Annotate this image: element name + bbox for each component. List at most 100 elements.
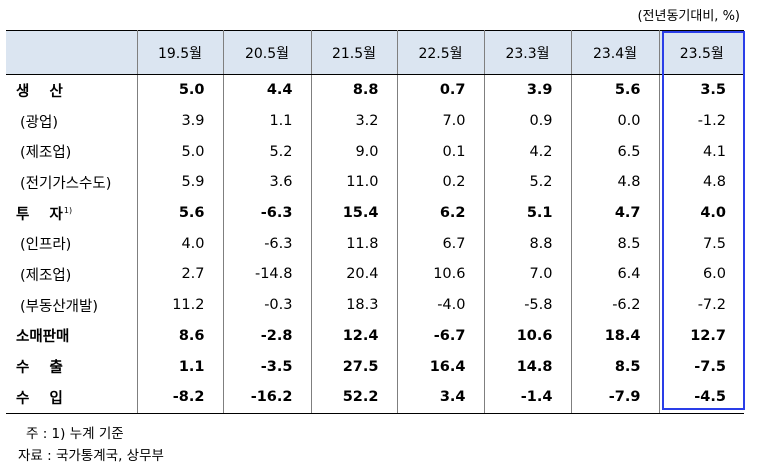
column-header: 19.5월 xyxy=(137,30,224,75)
data-cell: 0.2 xyxy=(397,167,485,198)
data-cell: 4.2 xyxy=(484,136,572,168)
column-header: 23.5월 xyxy=(659,30,744,75)
data-cell: 7.5 xyxy=(702,235,726,252)
data-cell: 0.7 xyxy=(397,74,485,106)
data-cell: -0.3 xyxy=(223,289,312,321)
table-row: 소매판매 8.6 -2.8 12.4 -6.7 10.6 18.4 12.7 xyxy=(6,320,744,352)
row-label-text: (부동산개발) xyxy=(20,298,99,315)
data-cell: -7.9 xyxy=(571,381,660,414)
data-cell: 3.5 xyxy=(700,82,726,99)
row-label-text: (제조업) xyxy=(20,145,72,162)
data-cell: 8.5 xyxy=(571,351,660,382)
row-label: 투 자1) xyxy=(6,197,138,229)
table-row: (제조업) 5.0 5.2 9.0 0.1 4.2 6.5 4.1 xyxy=(6,136,744,168)
row-label: (부동산개발) xyxy=(6,289,138,321)
data-cell: 20.4 xyxy=(311,259,398,290)
data-cell: -8.2 xyxy=(137,381,224,414)
data-cell: 6.4 xyxy=(571,259,660,290)
data-cell: 15.4 xyxy=(311,197,398,229)
data-cell: 3.9 xyxy=(137,105,224,137)
stats-table: 19.5월 20.5월 21.5월 22.5월 23.3월 23.4월 23.5월 생 산 5… xyxy=(6,30,744,414)
footnote-marker: 1) xyxy=(63,205,73,215)
data-cell: 6.2 xyxy=(397,197,485,229)
data-cell: 4.0 xyxy=(700,205,726,222)
data-cell: 18.3 xyxy=(311,289,398,321)
data-cell: 8.8 xyxy=(311,74,398,106)
data-cell: 4.8 xyxy=(571,167,660,198)
row-label: (인프라) xyxy=(6,228,138,260)
table-row: 수 출 1.1 -3.5 27.5 16.4 14.8 8.5 -7.5 xyxy=(6,351,744,382)
data-cell: 1.1 xyxy=(137,351,224,382)
row-label: (전기가스수도) xyxy=(6,167,138,198)
row-label: 수 입 xyxy=(6,381,138,414)
data-cell: -3.5 xyxy=(223,351,312,382)
table-row: (부동산개발) 11.2 -0.3 18.3 -4.0 -5.8 -6.2 -7.2 xyxy=(6,289,744,321)
data-cell: 8.8 xyxy=(484,228,572,260)
table-row: (전기가스수도) 5.9 3.6 11.0 0.2 5.2 4.8 4.8 xyxy=(6,167,744,198)
data-cell: -4.0 xyxy=(397,289,485,321)
data-cell: 10.6 xyxy=(397,259,485,290)
data-cell: 2.7 xyxy=(137,259,224,290)
data-cell: 6.5 xyxy=(571,136,660,168)
data-cell: -4.5 xyxy=(659,381,744,414)
data-cell: 5.9 xyxy=(137,167,224,198)
data-cell: 5.0 xyxy=(137,136,224,168)
data-cell: 0.0 xyxy=(571,105,660,137)
data-cell: 0.9 xyxy=(484,105,572,137)
data-cell: 27.5 xyxy=(311,351,398,382)
data-cell: -1.4 xyxy=(484,381,572,414)
data-cell: 0.1 xyxy=(397,136,485,168)
data-cell: 5.0 xyxy=(137,74,224,106)
table-row: 수 입 -8.2 -16.2 52.2 3.4 -1.4 -7.9 -4.5 xyxy=(6,381,744,414)
data-cell: -6.2 xyxy=(571,289,660,321)
data-cell: -16.2 xyxy=(223,381,312,414)
data-cell: 3.4 xyxy=(397,381,485,414)
data-cell: 4.7 xyxy=(571,197,660,229)
table-row: (제조업) 2.7 -14.8 20.4 10.6 7.0 6.4 6.0 xyxy=(6,259,744,290)
footnote: 주 : 1) 누계 기준 xyxy=(26,426,124,442)
data-cell: 11.0 xyxy=(311,167,398,198)
data-cell: 7.0 xyxy=(484,259,572,290)
data-cell: 3.6 xyxy=(223,167,312,198)
data-cell: 12.4 xyxy=(311,320,398,352)
data-cell: 11.2 xyxy=(137,289,224,321)
row-label: 소매판매 xyxy=(6,320,138,352)
data-cell: 6.0 xyxy=(702,266,726,283)
data-cell: -6.3 xyxy=(223,228,312,260)
row-label-text: 수 출 xyxy=(16,360,63,377)
data-cell: -5.8 xyxy=(484,289,572,321)
data-cell: 10.6 xyxy=(484,320,572,352)
data-cell: 3.2 xyxy=(311,105,398,137)
row-label-text: (광업) xyxy=(20,114,58,131)
data-cell: -14.8 xyxy=(223,259,312,290)
data-cell: 7.0 xyxy=(397,105,485,137)
row-label-text: 소매판매 xyxy=(16,329,70,346)
table-row: 투 자1) 5.6 -6.3 15.4 6.2 5.1 4.7 4.0 xyxy=(6,197,744,229)
row-label: (제조업) xyxy=(6,136,138,168)
row-label: 수 출 xyxy=(6,351,138,382)
column-header: 23.4월 xyxy=(571,30,660,75)
data-cell: 5.2 xyxy=(484,167,572,198)
data-cell: 5.6 xyxy=(137,197,224,229)
column-header: 21.5월 xyxy=(311,30,398,75)
data-cell: 4.4 xyxy=(223,74,312,106)
data-cell: -6.3 xyxy=(223,197,312,229)
data-cell: 4.0 xyxy=(137,228,224,260)
table-row: (인프라) 4.0 -6.3 11.8 6.7 8.8 8.5 7.5 xyxy=(6,228,744,260)
data-cell: -7.2 xyxy=(697,297,726,314)
source-note: 자료 : 국가통계국, 상무부 xyxy=(18,448,164,464)
header-row: 19.5월 20.5월 21.5월 22.5월 23.3월 23.4월 23.5월 xyxy=(6,30,744,75)
table-body: 생 산 5.0 4.4 8.8 0.7 3.9 5.6 3.5 (광업) 3.9 1.1 3.2 7.0… xyxy=(6,74,744,414)
data-cell: 12.7 xyxy=(690,327,726,344)
row-label: (제조업) xyxy=(6,259,138,290)
table-row: 생 산 5.0 4.4 8.8 0.7 3.9 5.6 3.5 xyxy=(6,74,744,106)
data-cell: 8.6 xyxy=(137,320,224,352)
data-cell: 6.7 xyxy=(397,228,485,260)
column-header: 23.3월 xyxy=(484,30,572,75)
data-cell: 3.9 xyxy=(484,74,572,106)
data-cell: 14.8 xyxy=(484,351,572,382)
data-cell: 52.2 xyxy=(311,381,398,414)
data-cell: 11.8 xyxy=(311,228,398,260)
data-cell: 16.4 xyxy=(397,351,485,382)
column-header: 20.5월 xyxy=(223,30,312,75)
